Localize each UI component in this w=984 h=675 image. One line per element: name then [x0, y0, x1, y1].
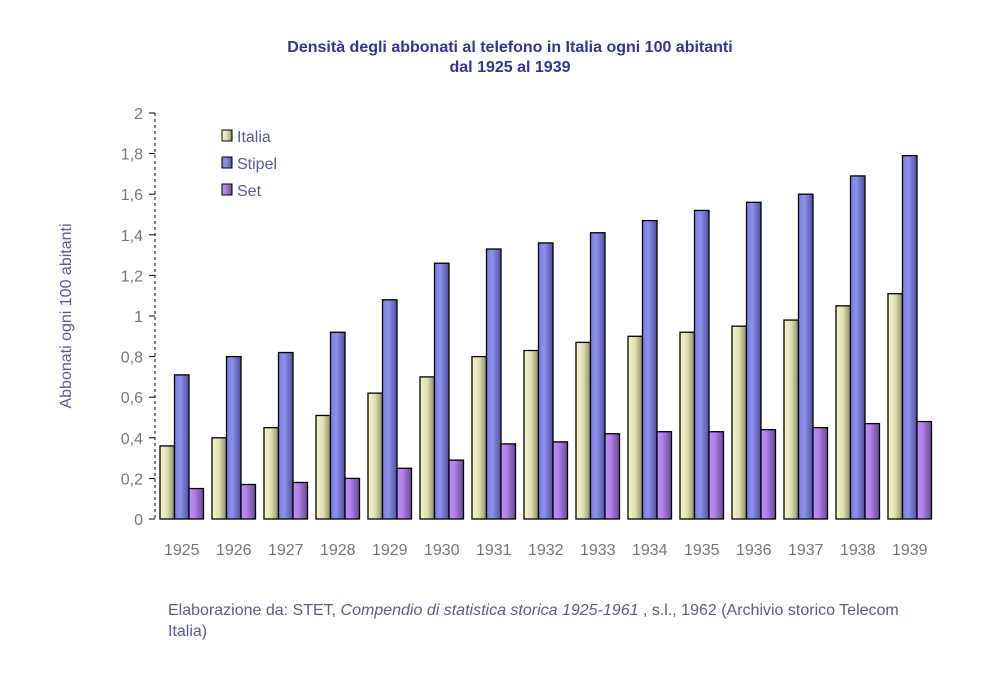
x-tick-label: 1925 [164, 542, 200, 559]
chart-title-line2: dal 1925 al 1939 [449, 59, 571, 76]
bar-italia-1936 [731, 325, 748, 520]
x-tick-label: 1939 [892, 542, 928, 559]
bar-set-1926 [240, 483, 257, 520]
bar-stipel-1931 [485, 248, 502, 520]
legend-swatch-set [221, 183, 233, 196]
y-tick-label: 0,8 [121, 350, 143, 367]
y-tick-label: 1,6 [121, 187, 143, 204]
x-tick-label: 1937 [788, 542, 824, 559]
bar-italia-1929 [367, 392, 384, 520]
bar-stipel-1937 [797, 193, 814, 520]
bar-set-1937 [812, 426, 829, 520]
bar-stipel-1928 [329, 331, 346, 520]
bar-stipel-1933 [589, 232, 606, 520]
bar-italia-1932 [523, 349, 540, 520]
chart-title: Densità degli abbonati al telefono in It… [0, 38, 984, 78]
bar-italia-1925 [159, 445, 176, 520]
bar-set-1938 [864, 422, 881, 520]
chart-title-line1: Densità degli abbonati al telefono in It… [287, 39, 733, 56]
bar-italia-1931 [471, 355, 488, 520]
x-tick-label: 1928 [320, 542, 356, 559]
bar-stipel-1925 [173, 374, 190, 520]
bar-set-1929 [396, 467, 413, 520]
bar-italia-1938 [835, 305, 852, 520]
bar-italia-1934 [627, 335, 644, 520]
bar-set-1931 [500, 443, 517, 520]
bar-set-1928 [344, 477, 361, 520]
legend-label-italia: Italia [237, 129, 271, 146]
bar-set-1933 [604, 433, 621, 520]
bar-stipel-1926 [225, 355, 242, 520]
legend-swatch-stipel [221, 156, 233, 169]
bar-italia-1933 [575, 341, 592, 520]
bar-set-1936 [760, 429, 777, 520]
bar-set-1932 [552, 441, 569, 520]
y-tick-label: 1,8 [121, 147, 143, 164]
x-tick-label: 1930 [424, 542, 460, 559]
source-work: Compendio di statistica storica 1925-196… [340, 602, 639, 619]
x-tick-label: 1936 [736, 542, 772, 559]
bar-stipel-1939 [901, 154, 918, 520]
bar-set-1930 [448, 459, 465, 520]
legend-swatch-italia [221, 129, 233, 142]
bar-stipel-1929 [381, 299, 398, 520]
bar-set-1935 [708, 431, 725, 520]
x-tick-label: 1926 [216, 542, 252, 559]
x-tick-label: 1931 [476, 542, 512, 559]
bar-italia-1928 [315, 414, 332, 520]
bar-stipel-1930 [433, 262, 450, 520]
source-prefix: Elaborazione da: STET, [168, 602, 341, 619]
bar-stipel-1936 [745, 201, 762, 520]
y-tick-label: 1 [134, 309, 143, 326]
bar-italia-1939 [887, 293, 904, 520]
bar-set-1939 [916, 420, 933, 520]
bar-stipel-1938 [849, 175, 866, 520]
source-suffix: , s.l., 1962 (Archivio storico Telecom I… [168, 602, 899, 640]
bar-set-1927 [292, 481, 309, 520]
y-axis-label: Abbonati ogni 100 abitanti [58, 223, 75, 408]
legend-label-stipel: Stipel [237, 156, 277, 173]
bar-italia-1927 [263, 426, 280, 520]
x-tick-label: 1935 [684, 542, 720, 559]
bar-set-1925 [188, 487, 205, 520]
y-tick-label: 0,4 [121, 431, 143, 448]
x-tick-label: 1934 [632, 542, 668, 559]
y-tick-label: 0,6 [121, 390, 143, 407]
legend-label-set: Set [237, 183, 262, 200]
bar-italia-1937 [783, 319, 800, 520]
y-tick-label: 0,2 [121, 471, 143, 488]
bar-stipel-1927 [277, 351, 294, 520]
bar-italia-1926 [211, 437, 228, 520]
source-note: Elaborazione da: STET, Compendio di stat… [168, 600, 908, 642]
bar-italia-1930 [419, 376, 436, 520]
bar-stipel-1934 [641, 219, 658, 520]
bar-stipel-1935 [693, 209, 710, 520]
x-tick-label: 1927 [268, 542, 304, 559]
x-tick-label: 1938 [840, 542, 876, 559]
y-tick-label: 1,2 [121, 268, 143, 285]
bar-set-1934 [656, 431, 673, 520]
x-tick-label: 1933 [580, 542, 616, 559]
y-tick-label: 2 [134, 106, 143, 123]
x-tick-label: 1929 [372, 542, 408, 559]
y-tick-label: 0 [134, 512, 143, 529]
x-tick-label: 1932 [528, 542, 564, 559]
bar-italia-1935 [679, 331, 696, 520]
bar-stipel-1932 [537, 242, 554, 520]
y-tick-label: 1,4 [121, 228, 143, 245]
